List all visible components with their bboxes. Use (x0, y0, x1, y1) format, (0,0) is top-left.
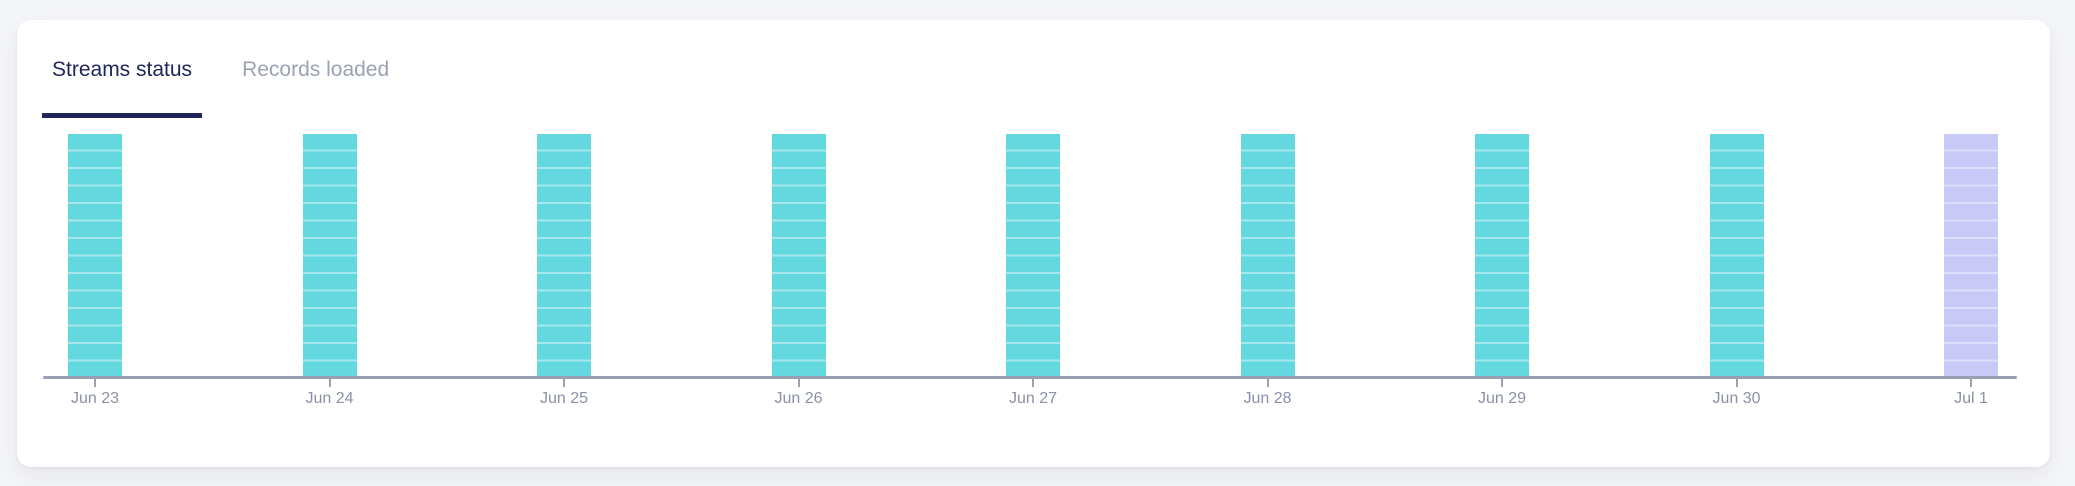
x-axis-label: Jun 26 (774, 390, 823, 407)
x-axis-label-cell: Jun 27 (1006, 379, 1060, 409)
x-axis-tick (1032, 379, 1034, 387)
x-axis-label-cell: Jun 25 (537, 379, 591, 409)
x-axis-label-cell: Jun 28 (1241, 379, 1295, 409)
x-axis-tick (1735, 379, 1738, 387)
bar-jun-29[interactable] (1475, 134, 1529, 376)
bar-jun-25[interactable] (537, 134, 591, 376)
x-axis-label: Jul 1 (1954, 390, 1988, 407)
x-axis-tick (563, 379, 565, 387)
x-axis-label: Jun 23 (70, 390, 120, 407)
x-axis-label-cell: Jun 26 (772, 379, 826, 409)
bar-jul-1[interactable] (1944, 134, 1998, 376)
bar-jun-26[interactable] (771, 134, 826, 376)
x-axis-label: Jun 29 (1477, 390, 1527, 407)
x-axis-label-cell: Jun 24 (303, 379, 357, 409)
x-axis-tick (328, 379, 331, 387)
x-axis-tick (797, 379, 800, 387)
tabs-bar: Streams status Records loaded (42, 56, 2050, 118)
bar-jun-30[interactable] (1709, 134, 1764, 376)
x-axis-label-cell: Jul 1 (1944, 379, 1998, 409)
bar-jun-23[interactable] (68, 134, 122, 376)
x-axis-label: Jun 24 (305, 390, 354, 407)
x-axis-tick (1266, 379, 1269, 387)
tab-streams-status[interactable]: Streams status (42, 56, 203, 118)
bar-jun-27[interactable] (1006, 134, 1060, 376)
x-axis-label: Jun 25 (539, 390, 589, 407)
x-axis-label: Jun 27 (1008, 390, 1058, 407)
x-axis-tick (94, 379, 96, 387)
x-axis-label-cell: Jun 30 (1710, 379, 1764, 409)
tab-records-loaded[interactable]: Records loaded (232, 56, 399, 118)
x-axis-label-cell: Jun 29 (1475, 379, 1529, 409)
bars-row (43, 134, 2017, 376)
x-axis-label: Jun 28 (1243, 390, 1292, 407)
streams-status-card: Streams status Records loaded Jun 23 Jun … (17, 20, 2050, 467)
streams-status-bar-chart: Jun 23 Jun 24 Jun 25 Jun 26 Jun 27 Jun 28 Jun … (43, 134, 2017, 409)
x-axis-label-cell: Jun 23 (68, 379, 122, 409)
bar-jun-24[interactable] (302, 134, 357, 376)
x-axis-tick (1970, 379, 1972, 387)
x-axis-line (43, 376, 2017, 379)
bar-jun-28[interactable] (1240, 134, 1295, 376)
x-axis-labels-row: Jun 23 Jun 24 Jun 25 Jun 26 Jun 27 Jun 28 Jun … (43, 379, 2017, 409)
x-axis-tick (1501, 379, 1503, 387)
x-axis-label: Jun 30 (1712, 390, 1761, 407)
